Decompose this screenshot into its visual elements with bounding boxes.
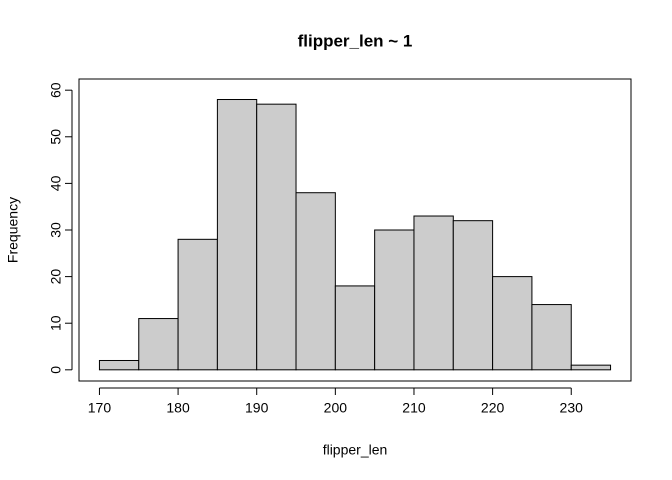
- bar: [452, 220, 494, 371]
- bar: [374, 229, 415, 371]
- bar: [98, 359, 140, 371]
- bar: [216, 99, 258, 371]
- bar: [531, 304, 572, 371]
- x-tick-label: 210: [402, 400, 426, 416]
- plot-box: [78, 78, 632, 382]
- y-tick-label: 60: [48, 82, 64, 98]
- bar: [138, 318, 179, 371]
- x-axis-label: flipper_len: [323, 442, 388, 458]
- x-tick-label: 190: [245, 400, 269, 416]
- bar: [492, 276, 533, 371]
- y-tick-label: 20: [48, 269, 64, 285]
- bar: [570, 364, 612, 371]
- x-tick-label: 180: [166, 400, 190, 416]
- bar: [256, 103, 297, 371]
- y-tick-label: 0: [48, 366, 64, 374]
- x-tick-label: 230: [560, 400, 584, 416]
- chart-title: flipper_len ~ 1: [298, 31, 413, 50]
- y-tick-label: 10: [48, 315, 64, 331]
- x-tick-label: 220: [481, 400, 505, 416]
- bar: [177, 238, 218, 371]
- y-axis-label: Frequency: [5, 197, 21, 263]
- y-tick-label: 30: [48, 222, 64, 238]
- x-tick-label: 170: [88, 400, 112, 416]
- x-tick-label: 200: [324, 400, 348, 416]
- bar: [295, 192, 336, 371]
- y-tick-label: 50: [48, 129, 64, 145]
- bar: [413, 215, 454, 371]
- bar: [334, 285, 376, 371]
- y-tick-label: 40: [48, 175, 64, 191]
